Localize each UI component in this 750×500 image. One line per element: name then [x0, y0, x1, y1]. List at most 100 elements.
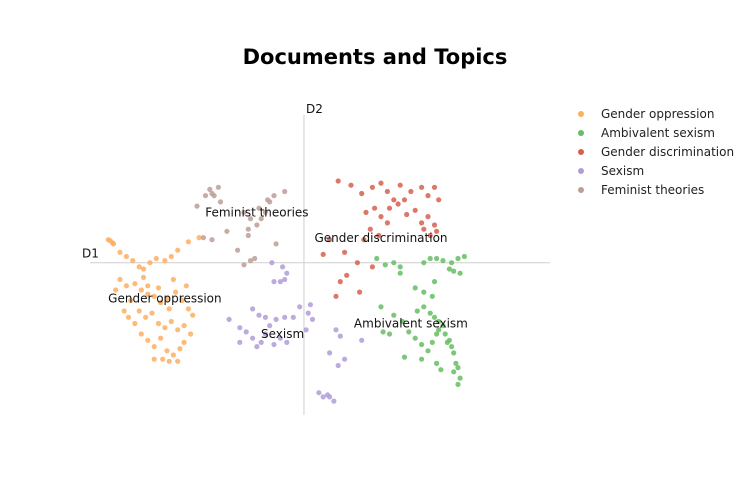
- data-point[interactable]: [429, 293, 435, 299]
- data-point[interactable]: [121, 308, 127, 314]
- data-point[interactable]: [453, 360, 459, 366]
- data-point[interactable]: [436, 197, 442, 203]
- data-point[interactable]: [254, 344, 260, 350]
- data-point[interactable]: [130, 258, 136, 264]
- data-point[interactable]: [200, 235, 206, 241]
- data-point[interactable]: [384, 220, 390, 226]
- data-point[interactable]: [207, 186, 213, 192]
- data-point[interactable]: [457, 270, 463, 276]
- data-point[interactable]: [369, 264, 375, 270]
- data-point[interactable]: [196, 235, 202, 241]
- data-point[interactable]: [113, 287, 119, 293]
- data-point[interactable]: [359, 190, 365, 197]
- data-point[interactable]: [408, 188, 414, 195]
- data-point[interactable]: [151, 344, 157, 350]
- data-point[interactable]: [412, 207, 418, 213]
- data-point[interactable]: [412, 335, 418, 341]
- data-point[interactable]: [406, 329, 412, 335]
- legend-item[interactable]: Gender oppression: [578, 107, 714, 121]
- data-point[interactable]: [440, 323, 446, 329]
- data-point[interactable]: [320, 394, 326, 400]
- data-point[interactable]: [297, 304, 303, 310]
- data-point[interactable]: [446, 266, 452, 272]
- data-point[interactable]: [397, 182, 403, 188]
- legend-item[interactable]: Gender discrimination: [578, 145, 734, 159]
- data-point[interactable]: [123, 253, 129, 260]
- data-point[interactable]: [320, 251, 326, 257]
- data-point[interactable]: [241, 262, 247, 268]
- data-point[interactable]: [265, 197, 271, 203]
- data-point[interactable]: [401, 354, 408, 360]
- data-point[interactable]: [258, 339, 264, 345]
- data-point[interactable]: [419, 184, 425, 190]
- data-point[interactable]: [149, 310, 155, 316]
- data-point[interactable]: [262, 314, 268, 320]
- data-point[interactable]: [451, 268, 457, 274]
- data-point[interactable]: [427, 232, 433, 239]
- data-point[interactable]: [160, 356, 166, 362]
- data-point[interactable]: [333, 293, 339, 299]
- data-point[interactable]: [449, 260, 455, 266]
- data-point[interactable]: [419, 341, 425, 348]
- data-point[interactable]: [397, 270, 403, 276]
- data-point[interactable]: [185, 306, 191, 312]
- data-point[interactable]: [185, 239, 191, 245]
- data-point[interactable]: [190, 312, 196, 318]
- data-point[interactable]: [401, 197, 408, 203]
- data-point[interactable]: [224, 228, 230, 234]
- data-point[interactable]: [455, 255, 461, 262]
- data-point[interactable]: [250, 306, 256, 312]
- data-point[interactable]: [374, 255, 380, 262]
- data-point[interactable]: [282, 188, 288, 195]
- data-point[interactable]: [421, 304, 427, 310]
- data-point[interactable]: [434, 360, 440, 366]
- data-point[interactable]: [327, 350, 333, 356]
- data-point[interactable]: [425, 214, 431, 220]
- data-point[interactable]: [147, 260, 153, 266]
- data-point[interactable]: [202, 193, 209, 199]
- data-point[interactable]: [419, 356, 425, 362]
- data-point[interactable]: [457, 375, 463, 381]
- data-point[interactable]: [138, 331, 144, 337]
- data-point[interactable]: [211, 193, 217, 199]
- data-point[interactable]: [327, 237, 333, 243]
- data-point[interactable]: [215, 184, 221, 190]
- data-point[interactable]: [327, 394, 333, 400]
- data-point[interactable]: [436, 327, 442, 333]
- data-point[interactable]: [273, 316, 279, 322]
- data-point[interactable]: [421, 260, 427, 266]
- data-point[interactable]: [284, 339, 290, 345]
- data-point[interactable]: [125, 314, 132, 320]
- data-point[interactable]: [337, 279, 343, 285]
- data-point[interactable]: [382, 262, 388, 268]
- data-point[interactable]: [273, 241, 279, 247]
- data-point[interactable]: [404, 211, 410, 218]
- data-point[interactable]: [342, 249, 348, 255]
- data-point[interactable]: [155, 285, 162, 291]
- data-point[interactable]: [399, 318, 405, 325]
- data-point[interactable]: [436, 318, 442, 325]
- data-point[interactable]: [367, 226, 373, 232]
- data-point[interactable]: [429, 339, 435, 345]
- data-point[interactable]: [140, 266, 147, 272]
- data-point[interactable]: [269, 260, 275, 266]
- data-point[interactable]: [372, 205, 378, 211]
- data-point[interactable]: [164, 295, 170, 301]
- data-point[interactable]: [359, 337, 365, 343]
- data-point[interactable]: [194, 203, 200, 209]
- data-point[interactable]: [262, 209, 268, 215]
- data-point[interactable]: [173, 289, 179, 295]
- data-point[interactable]: [386, 205, 393, 211]
- data-point[interactable]: [158, 300, 164, 306]
- data-point[interactable]: [380, 329, 386, 335]
- data-point[interactable]: [305, 310, 311, 316]
- data-point[interactable]: [277, 279, 283, 285]
- legend-item[interactable]: Ambivalent sexism: [578, 126, 715, 140]
- data-point[interactable]: [431, 314, 438, 320]
- data-point[interactable]: [175, 327, 181, 333]
- data-point[interactable]: [442, 331, 448, 337]
- data-point[interactable]: [258, 216, 264, 222]
- data-point[interactable]: [384, 188, 390, 195]
- data-point[interactable]: [145, 337, 151, 343]
- data-point[interactable]: [391, 197, 397, 203]
